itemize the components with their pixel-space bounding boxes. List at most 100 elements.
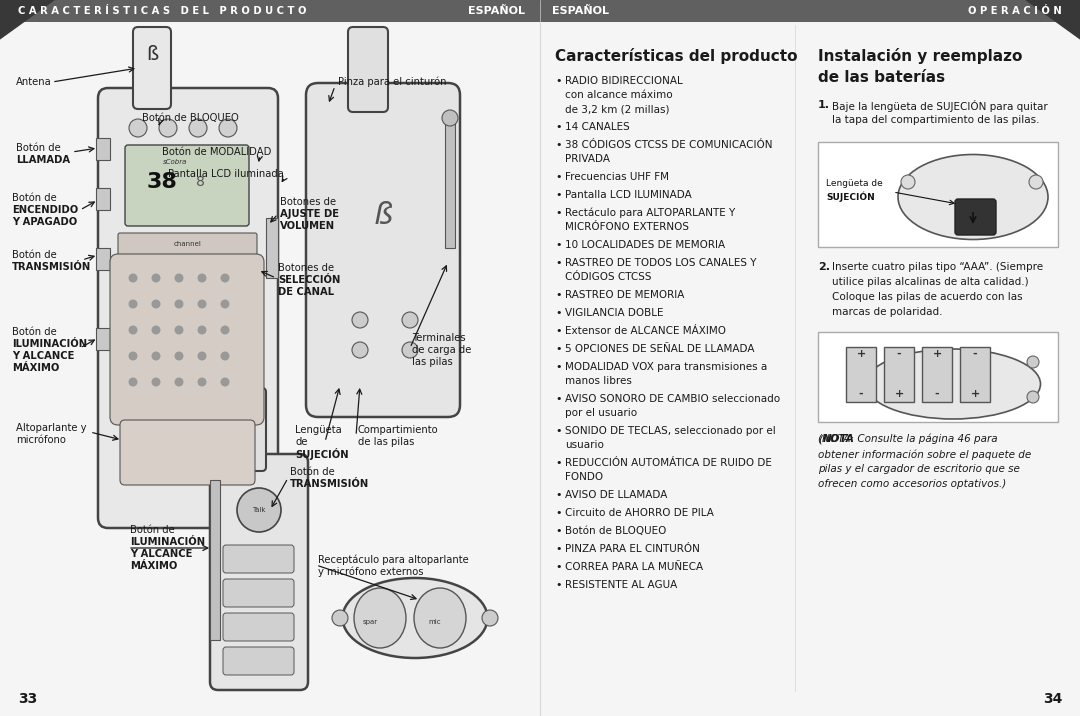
Text: 5 OPCIONES DE SEÑAL DE LLAMADA: 5 OPCIONES DE SEÑAL DE LLAMADA (565, 344, 755, 354)
Circle shape (1027, 356, 1039, 368)
Circle shape (220, 352, 229, 360)
Text: ofrecen como accesorios optativos.): ofrecen como accesorios optativos.) (818, 479, 1007, 489)
Text: AVISO SONORO DE CAMBIO seleccionado: AVISO SONORO DE CAMBIO seleccionado (565, 394, 780, 404)
Text: 2.: 2. (818, 262, 831, 272)
Text: Y ALCANCE: Y ALCANCE (12, 351, 75, 361)
FancyBboxPatch shape (120, 420, 255, 485)
Text: NOTA: NOTA (823, 434, 855, 444)
Circle shape (237, 488, 281, 532)
Text: las pilas: las pilas (411, 357, 453, 367)
Text: CORREA PARA LA MUÑECA: CORREA PARA LA MUÑECA (565, 562, 703, 572)
Text: Botón de: Botón de (12, 327, 57, 337)
Circle shape (198, 377, 206, 387)
Circle shape (189, 119, 207, 137)
Text: MICRÓFONO EXTERNOS: MICRÓFONO EXTERNOS (565, 222, 689, 232)
Polygon shape (0, 0, 55, 39)
Text: 14 CANALES: 14 CANALES (565, 122, 630, 132)
Circle shape (402, 342, 418, 358)
Text: MODALIDAD VOX para transmisiones a: MODALIDAD VOX para transmisiones a (565, 362, 767, 372)
Circle shape (901, 175, 915, 189)
Bar (96, 188, 110, 210)
FancyBboxPatch shape (222, 647, 294, 675)
Text: Altoparlante y: Altoparlante y (16, 423, 86, 433)
Text: de carga de: de carga de (411, 345, 471, 355)
Bar (960, 347, 990, 402)
Text: •: • (555, 508, 562, 518)
Text: PINZA PARA EL CINTURÓN: PINZA PARA EL CINTURÓN (565, 544, 700, 554)
Text: Circuito de AHORRO DE PILA: Circuito de AHORRO DE PILA (565, 508, 714, 518)
Text: ILUMINACIÓN: ILUMINACIÓN (130, 537, 205, 547)
Circle shape (220, 377, 229, 387)
Text: mic: mic (429, 619, 442, 625)
Text: •: • (555, 426, 562, 436)
Bar (0, 0, 540, 22)
Circle shape (151, 377, 161, 387)
Text: •: • (555, 308, 562, 318)
Text: •: • (555, 240, 562, 250)
Text: de: de (295, 437, 308, 447)
Circle shape (198, 274, 206, 283)
Text: Botones de: Botones de (278, 263, 334, 273)
Text: Y APAGADO: Y APAGADO (12, 217, 78, 227)
Text: Lengüeta de: Lengüeta de (826, 180, 882, 188)
Text: RASTREO DE MEMORIA: RASTREO DE MEMORIA (565, 290, 685, 300)
Text: Botón de: Botón de (130, 525, 175, 535)
Text: SUJECIÓN: SUJECIÓN (826, 192, 875, 202)
Ellipse shape (414, 588, 465, 648)
FancyBboxPatch shape (306, 83, 460, 417)
Text: TRANSMISIÓN: TRANSMISIÓN (12, 262, 91, 272)
Circle shape (220, 299, 229, 309)
Text: 8: 8 (195, 175, 204, 189)
Text: usuario: usuario (565, 440, 604, 450)
Text: 1.: 1. (818, 100, 831, 110)
Text: RADIO BIDIRECCIONAL: RADIO BIDIRECCIONAL (565, 76, 683, 86)
Circle shape (332, 610, 348, 626)
Text: Frecuencias UHF FM: Frecuencias UHF FM (565, 172, 669, 182)
Text: RASTREO DE TODOS LOS CANALES Y: RASTREO DE TODOS LOS CANALES Y (565, 258, 756, 268)
Ellipse shape (354, 588, 406, 648)
Circle shape (129, 119, 147, 137)
Circle shape (1027, 391, 1039, 403)
Text: VOLUMEN: VOLUMEN (280, 221, 335, 231)
Text: manos libres: manos libres (565, 376, 632, 386)
Circle shape (1029, 175, 1043, 189)
Circle shape (198, 299, 206, 309)
Text: +: + (932, 349, 942, 359)
Text: ß: ß (146, 46, 158, 64)
Text: •: • (555, 208, 562, 218)
FancyBboxPatch shape (110, 254, 264, 425)
Text: obtener información sobre el paquete de: obtener información sobre el paquete de (818, 449, 1031, 460)
Circle shape (482, 610, 498, 626)
Text: Botón de MODALIDAD: Botón de MODALIDAD (162, 147, 271, 157)
Circle shape (352, 312, 368, 328)
Text: •: • (555, 562, 562, 572)
Bar (885, 347, 914, 402)
Text: ESPAÑOL: ESPAÑOL (552, 6, 609, 16)
Text: micrófono: micrófono (16, 435, 66, 445)
Text: Compartimiento: Compartimiento (357, 425, 438, 435)
Text: LLAMADA: LLAMADA (16, 155, 70, 165)
Text: •: • (555, 190, 562, 200)
Text: CÓDIGOS CTCSS: CÓDIGOS CTCSS (565, 272, 651, 282)
FancyBboxPatch shape (222, 613, 294, 641)
Text: 34: 34 (1042, 692, 1062, 706)
Text: +: + (970, 389, 980, 399)
Text: pilas y el cargador de escritorio que se: pilas y el cargador de escritorio que se (818, 464, 1020, 474)
Text: SELECCIÓN: SELECCIÓN (278, 275, 340, 285)
Text: ESPAÑOL: ESPAÑOL (468, 6, 525, 16)
Circle shape (442, 110, 458, 126)
FancyBboxPatch shape (348, 27, 388, 112)
Text: channel: channel (174, 241, 202, 247)
Text: •: • (555, 76, 562, 86)
Text: AVISO DE LLAMADA: AVISO DE LLAMADA (565, 490, 667, 500)
Text: la tapa del compartimiento de las pilas.: la tapa del compartimiento de las pilas. (832, 115, 1039, 125)
Text: Talk: Talk (253, 507, 266, 513)
Text: Antena: Antena (16, 77, 52, 87)
Text: •: • (555, 172, 562, 182)
Bar (540, 0, 1080, 22)
Circle shape (129, 377, 137, 387)
Circle shape (151, 352, 161, 360)
Text: SUJECIÓN: SUJECIÓN (295, 448, 349, 460)
Text: REDUCCIÓN AUTOMÁTICA DE RUIDO DE: REDUCCIÓN AUTOMÁTICA DE RUIDO DE (565, 458, 772, 468)
Text: Pantalla LCD ILUMINADA: Pantalla LCD ILUMINADA (565, 190, 692, 200)
